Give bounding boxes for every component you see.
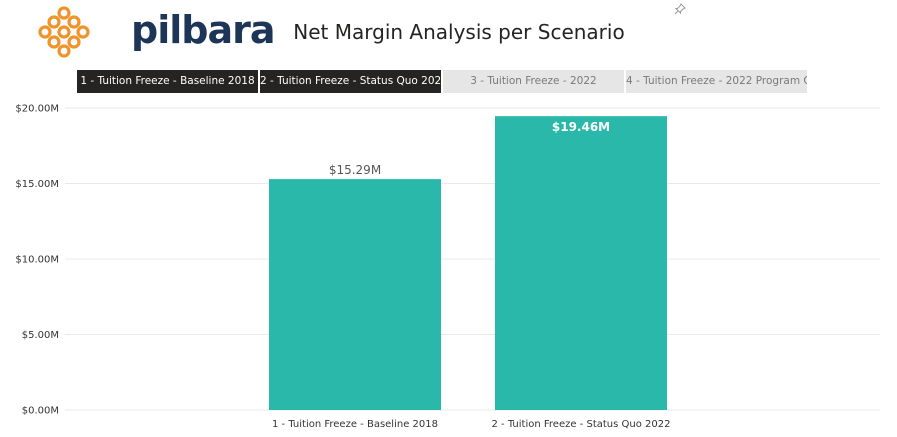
x-tick-label: 1 - Tuition Freeze - Baseline 2018 (272, 419, 438, 430)
logo-text: pilbara (131, 8, 275, 52)
y-tick-label: $20.00M (15, 104, 59, 115)
bar[interactable] (269, 179, 441, 410)
x-axis: 1 - Tuition Freeze - Baseline 2018 2 - Tu… (272, 419, 670, 430)
x-tick-label: 2 - Tuition Freeze - Status Quo 2022 (492, 419, 671, 430)
pilbara-logo: pilbara (38, 6, 275, 58)
data-label: $15.29M (329, 163, 381, 177)
bar-chart: $0.00M $5.00M $10.00M $15.00M $20.00M $15.29… (15, 104, 880, 430)
gridlines (65, 107, 880, 411)
logo-mark-icon (38, 6, 90, 58)
slicer-tab-baseline-2018[interactable]: 1 - Tuition Freeze - Baseline 2018 (77, 70, 258, 93)
data-label: $19.46M (552, 120, 610, 134)
y-tick-label: $15.00M (15, 179, 59, 190)
pin-icon[interactable] (674, 3, 686, 15)
page-title: Net Margin Analysis per Scenario (293, 20, 625, 44)
y-tick-label: $10.00M (15, 255, 59, 266)
bar[interactable] (495, 116, 667, 411)
slicer-tab-status-quo-2022[interactable]: 2 - Tuition Freeze - Status Quo 2022 (260, 70, 441, 93)
slicer-tab-2022[interactable]: 3 - Tuition Freeze - 2022 (443, 70, 624, 93)
bars: $15.29M $19.46M (269, 116, 667, 411)
y-tick-label: $0.00M (22, 406, 59, 417)
slicer-tab-2022-program-growth[interactable]: 4 - Tuition Freeze - 2022 Program Growth (626, 70, 807, 93)
y-axis: $0.00M $5.00M $10.00M $15.00M $20.00M (15, 104, 59, 417)
y-tick-label: $5.00M (22, 330, 59, 341)
